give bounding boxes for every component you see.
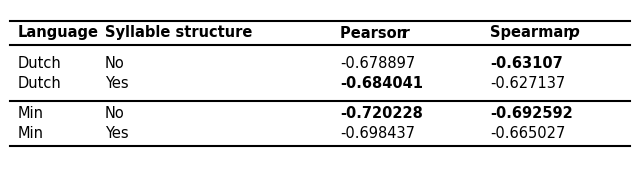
Text: -0.63107: -0.63107 bbox=[490, 56, 563, 71]
Text: Language: Language bbox=[18, 26, 99, 41]
Text: -0.665027: -0.665027 bbox=[490, 127, 565, 142]
Text: Min: Min bbox=[18, 127, 44, 142]
Text: Spearman: Spearman bbox=[490, 26, 579, 41]
Text: Min: Min bbox=[18, 106, 44, 121]
Text: ρ: ρ bbox=[569, 26, 579, 41]
Text: Dutch: Dutch bbox=[18, 77, 61, 92]
Text: -0.698437: -0.698437 bbox=[340, 127, 415, 142]
Text: -0.720228: -0.720228 bbox=[340, 106, 423, 121]
Text: -0.692592: -0.692592 bbox=[490, 106, 573, 121]
Text: -0.678897: -0.678897 bbox=[340, 56, 415, 71]
Text: Pearson: Pearson bbox=[340, 26, 412, 41]
Text: Yes: Yes bbox=[105, 127, 129, 142]
Text: Yes: Yes bbox=[105, 77, 129, 92]
Text: No: No bbox=[105, 106, 125, 121]
Text: No: No bbox=[105, 56, 125, 71]
Text: -0.684041: -0.684041 bbox=[340, 77, 423, 92]
Text: Syllable structure: Syllable structure bbox=[105, 26, 252, 41]
Text: r: r bbox=[402, 26, 409, 41]
Text: Dutch: Dutch bbox=[18, 56, 61, 71]
Text: -0.627137: -0.627137 bbox=[490, 77, 565, 92]
